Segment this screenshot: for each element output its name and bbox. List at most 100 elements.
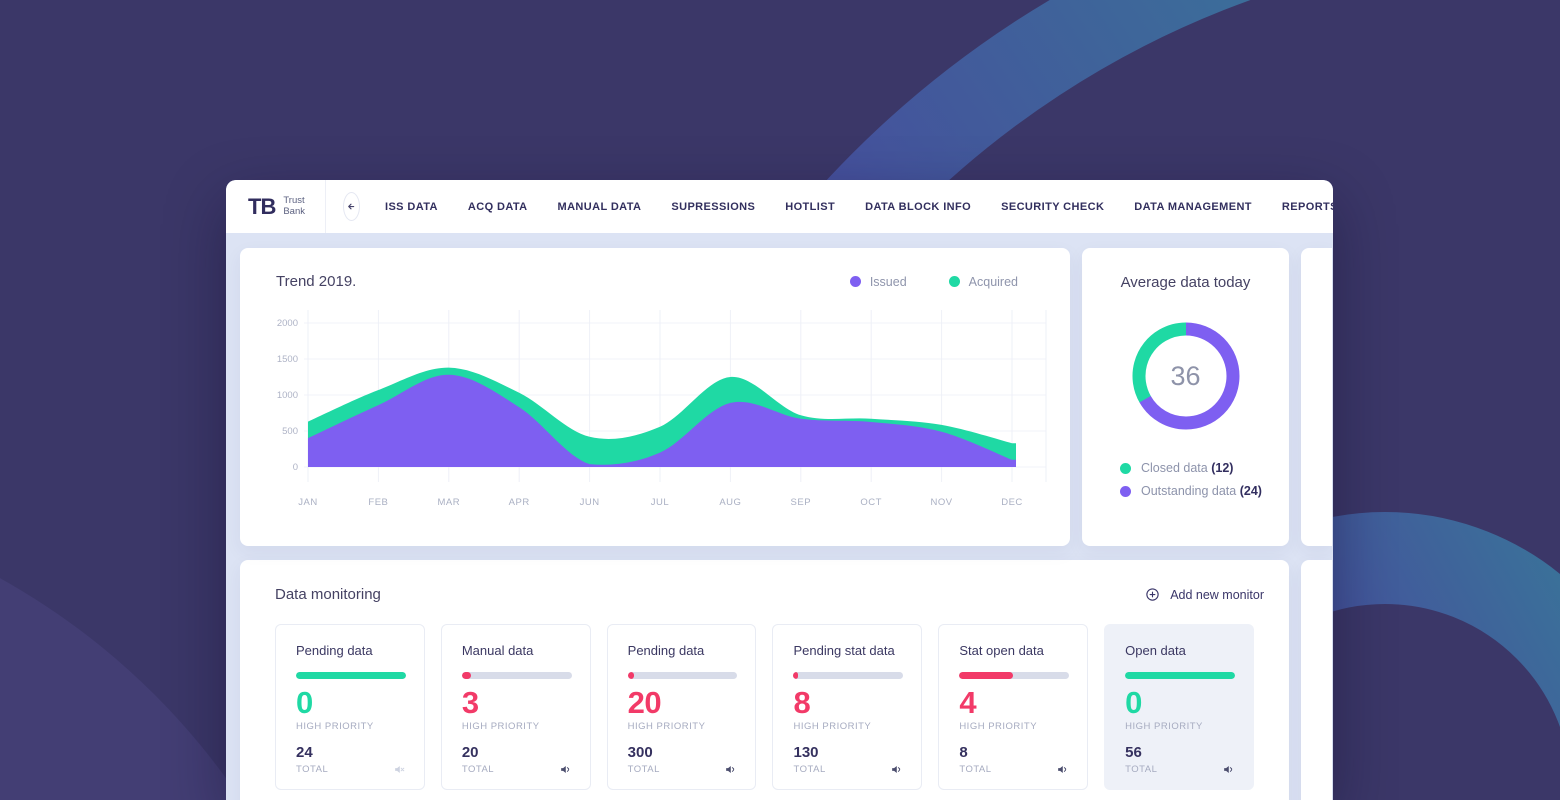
volume-on-icon[interactable] [724,763,737,776]
closed-data-dot [1120,462,1131,474]
monitor-card-open-data[interactable]: Open data 0 HIGH PRIORITY 56 TOTAL [1104,624,1254,790]
monitor-total-count: 20 [461,744,479,761]
svg-text:MAR: MAR [437,497,460,508]
monitor-total-row: TOTAL [1125,763,1235,776]
monitor-card-pending-stat-data[interactable]: Pending stat data 8 HIGH PRIORITY 130 TO… [772,624,923,790]
donut-legend-closed: Closed data (12) [1120,461,1289,475]
trend-card-header: Trend 2019. Issued Acquired [240,248,1070,290]
svg-text:FEB: FEB [368,497,388,508]
monitor-card-title: Open data [1125,643,1186,658]
monitor-card-manual-data[interactable]: Manual data 3 HIGH PRIORITY 20 TOTAL [440,624,591,790]
svg-text:JUN: JUN [580,497,600,508]
donut-chart: 36 [1121,311,1251,441]
monitor-high-priority-count: 3 [461,685,479,720]
svg-text:APR: APR [509,497,530,508]
nav-item-data-block-info[interactable]: DATA BLOCK INFO [865,200,972,213]
monitor-card-pending-data[interactable]: Pending data 0 HIGH PRIORITY 24 TOTAL [275,624,425,790]
main-nav: ISS DATA ACQ DATA MANUAL DATA SUPRESSIONS HO… [385,180,1333,233]
nav-item-hotlist[interactable]: HOTLIST [785,200,836,213]
monitor-progress-track [627,672,738,679]
monitor-card-title: Manual data [461,643,534,658]
monitoring-header: Data monitoring Add new monitor [240,560,1289,603]
trend-card-title: Trend 2019. [276,273,357,290]
monitor-card-stat-open-data[interactable]: Stat open data 4 HIGH PRIORITY 8 TOTAL [938,624,1089,790]
donut-legend-outstanding: Outstanding data (24) [1120,484,1289,498]
partial-card-right-bottom [1301,560,1332,800]
monitor-card-title: Pending data [296,643,373,658]
top-navigation-bar: TB Trust Bank ISS DATA ACQ DATA MANUAL DAT… [226,180,1333,233]
volume-on-icon[interactable] [1222,763,1235,776]
monitor-total-count: 8 [959,744,968,761]
monitor-progress-track [1125,672,1235,679]
volume-muted-icon[interactable] [393,763,406,776]
donut-chart-svg [1132,322,1239,430]
monitor-progress-track [793,672,904,679]
back-button[interactable] [342,192,360,221]
monitor-high-priority-count: 0 [1125,685,1142,720]
monitor-progress-track [461,672,572,679]
donut-legend: Closed data (12) Outstanding data (24) [1120,461,1289,498]
monitor-high-priority-count: 8 [793,685,811,720]
nav-item-supressions[interactable]: SUPRESSIONS [671,200,756,213]
arrow-left-icon [348,203,355,210]
circle-plus-icon [1146,588,1159,601]
trend-area-chart: 0 500 1000 1500 2000 JAN FEB MAR APR JUN JUL AUG SEP… [277,310,1047,508]
monitor-total-label: TOTAL [296,764,329,775]
monitor-total-row: TOTAL [793,763,903,776]
monitor-progress-fill [959,672,1014,679]
nav-item-security-check[interactable]: SECURITY CHECK [1001,200,1105,213]
dashboard-panel: TB Trust Bank ISS DATA ACQ DATA MANUAL DAT… [226,180,1333,800]
svg-text:AUG: AUG [719,497,741,508]
svg-text:SEP: SEP [791,497,812,508]
svg-text:2000: 2000 [277,318,298,329]
monitor-high-priority-label: HIGH PRIORITY [1125,721,1203,732]
monitor-cards-row: Pending data 0 HIGH PRIORITY 24 TOTAL Ma… [240,603,1289,790]
nav-item-reports[interactable]: REPORTS [1281,200,1333,213]
monitoring-row: Data monitoring Add new monitor Pending … [240,560,1333,800]
monitor-high-priority-count: 20 [627,685,662,720]
dashboard-body: 0 500 1000 1500 2000 JAN FEB MAR APR JUN JUL AUG SEP… [226,233,1333,800]
monitor-high-priority-count: 4 [959,685,977,720]
monitor-card-title: Stat open data [959,643,1044,658]
trend-chart-card: 0 500 1000 1500 2000 JAN FEB MAR APR JUN JUL AUG SEP… [240,248,1070,546]
monitor-high-priority-label: HIGH PRIORITY [627,721,706,732]
issued-legend-dot [849,276,861,287]
legend-item-acquired[interactable]: Acquired [948,275,1018,289]
monitor-progress-fill [1125,672,1235,679]
monitor-progress-track [959,672,1070,679]
brand-logo[interactable]: TB Trust Bank [226,180,326,233]
svg-text:500: 500 [282,426,298,437]
nav-item-manual-data[interactable]: MANUAL DATA [557,200,642,213]
donut-total-value: 36 [1170,360,1201,391]
svg-text:NOV: NOV [931,497,953,508]
nav-item-iss-data[interactable]: ISS DATA [384,200,438,213]
volume-on-icon[interactable] [1056,763,1069,776]
monitor-card-title: Pending stat data [793,643,895,658]
svg-text:OCT: OCT [860,497,882,508]
svg-text:0: 0 [293,462,298,473]
monitor-total-label: TOTAL [627,764,660,775]
monitor-high-priority-label: HIGH PRIORITY [296,721,374,732]
logo-monogram: TB [248,193,276,219]
monitor-high-priority-count: 0 [296,685,313,720]
average-card-title: Average data today [1120,274,1251,291]
svg-text:JUL: JUL [651,497,669,508]
monitor-progress-fill [461,672,471,679]
monitor-total-label: TOTAL [793,764,826,775]
acquired-legend-dot [948,276,960,287]
monitor-high-priority-label: HIGH PRIORITY [959,721,1038,732]
svg-text:1500: 1500 [277,354,298,365]
nav-item-data-management[interactable]: DATA MANAGEMENT [1134,200,1252,213]
average-data-card: Average data today 36 Closed data (12) [1082,248,1289,546]
svg-text:DEC: DEC [1001,497,1023,508]
monitor-total-count: 24 [296,744,313,761]
volume-on-icon[interactable] [890,763,903,776]
add-monitor-button[interactable]: Add new monitor [1145,587,1264,602]
monitor-card-pending-data[interactable]: Pending data 20 HIGH PRIORITY 300 TOTAL [606,624,757,790]
monitor-total-row: TOTAL [296,763,406,776]
monitor-progress-fill [296,672,406,679]
nav-item-acq-data[interactable]: ACQ DATA [467,200,528,213]
volume-on-icon[interactable] [559,763,572,776]
legend-item-issued[interactable]: Issued [849,275,907,289]
